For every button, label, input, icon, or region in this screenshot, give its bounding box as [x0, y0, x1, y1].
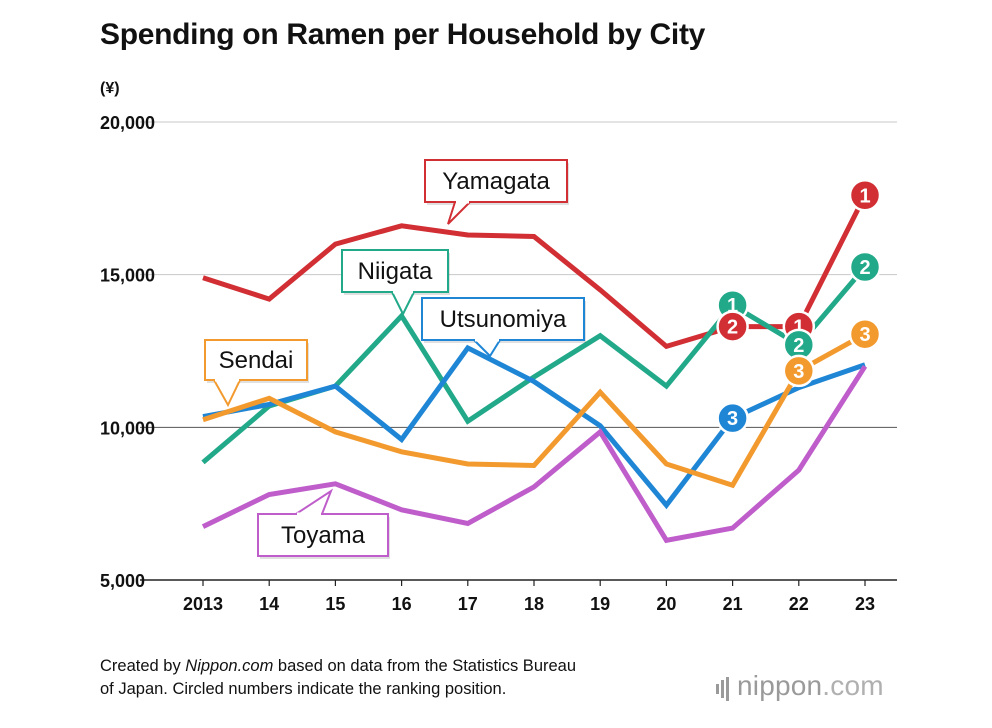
x-tick-label: 15	[325, 594, 345, 614]
rank-marker-yamagata	[848, 179, 882, 212]
series-line-toyama	[201, 364, 868, 544]
callout-box-toyama	[257, 513, 389, 557]
series-label-sendai: Sendai	[219, 347, 294, 374]
nippon-logo: nippon.com	[716, 670, 884, 704]
rank-marker-number: 3	[859, 324, 870, 346]
y-tick-label: 15,000	[100, 266, 155, 286]
source-note: Created by Nippon.com based on data from…	[100, 655, 576, 701]
chart-title: Spending on Ramen per Household by City	[100, 18, 706, 51]
source-name: Nippon.com	[185, 657, 274, 675]
callout-box-yamagata	[424, 159, 568, 203]
x-tick-label: 18	[524, 594, 544, 614]
series-label-utsunomiya: Utsunomiya	[440, 306, 567, 333]
series-label-yamagata: Yamagata	[442, 168, 550, 195]
rank-marker-number: 2	[859, 257, 870, 279]
series-label-toyama: Toyama	[281, 522, 366, 549]
series-line-sendai	[202, 332, 867, 489]
series-line-yamagata	[202, 194, 868, 350]
y-tick-label: 5,000	[100, 571, 145, 591]
x-tick-label: 16	[392, 594, 412, 614]
y-tick-label: 20,000	[100, 113, 155, 133]
callout-pointer-toyama	[292, 488, 334, 515]
callout-pointer-niigata	[390, 291, 416, 317]
rank-marker-yamagata	[716, 310, 749, 343]
x-tick-label: 14	[259, 594, 279, 614]
x-tick-label: 21	[723, 594, 743, 614]
rank-marker-utsunomiya	[716, 401, 749, 435]
nippon-logo-mark-icon	[716, 672, 731, 704]
series-line-utsunomiya	[202, 344, 866, 510]
rank-marker-niigata	[848, 250, 882, 284]
x-tick-label: 22	[789, 594, 809, 614]
x-tick-label: 17	[458, 594, 478, 614]
source-note-line2: of Japan. Circled numbers indicate the r…	[100, 680, 507, 698]
callout-box-utsunomiya	[421, 297, 585, 341]
series-label-niigata: Niigata	[358, 258, 433, 285]
rank-marker-number: 2	[793, 335, 804, 357]
x-tick-label: 2013	[183, 594, 223, 614]
brand-suffix: .com	[822, 670, 884, 701]
x-tick-label: 23	[855, 594, 875, 614]
y-axis-unit-label: (¥)	[100, 80, 120, 97]
source-note-rest: based on data from the Statistics Bureau	[273, 657, 577, 675]
rank-marker-sendai	[782, 354, 816, 388]
x-tick-label: 20	[656, 594, 676, 614]
source-note-prefix: Created by	[100, 657, 186, 675]
y-tick-label: 10,000	[100, 418, 155, 438]
callout-pointer-yamagata	[447, 201, 473, 225]
rank-marker-number: 1	[859, 185, 870, 207]
callout-box-sendai	[204, 339, 308, 381]
callout-box-niigata	[341, 249, 449, 293]
rank-marker-number: 1	[793, 317, 804, 339]
callout-pointer-sendai	[212, 379, 242, 408]
rank-marker-number: 2	[727, 317, 738, 339]
brand-name: nippon	[737, 670, 823, 701]
x-tick-label: 19	[590, 594, 610, 614]
rank-marker-number: 1	[727, 295, 738, 317]
rank-marker-number: 3	[793, 361, 804, 383]
rank-marker-sendai	[848, 317, 882, 351]
rank-marker-number: 3	[727, 408, 738, 430]
